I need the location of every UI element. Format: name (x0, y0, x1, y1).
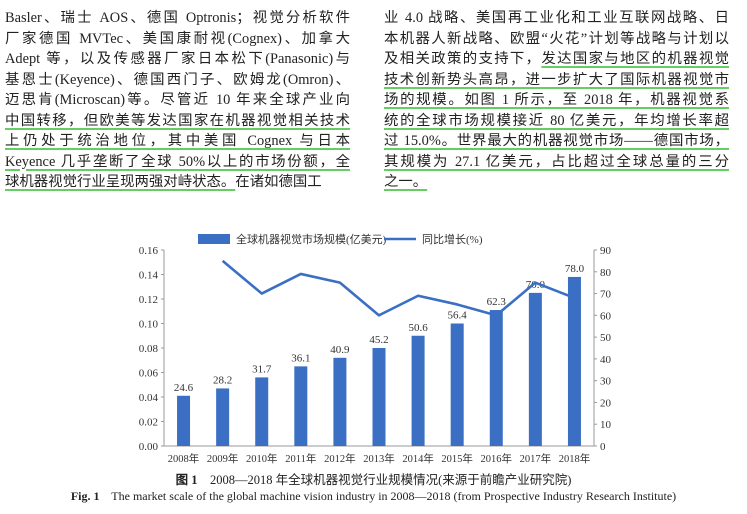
y-right-tick-label: 80 (600, 267, 612, 279)
x-tick-label: 2012年 (324, 452, 356, 465)
right-column-line: 业 4.0 战略、美国再工业化和工业互联网战略、日 (384, 10, 729, 26)
right-column-line: 场的规模。如图 1 所示，至 2018 年，机器视觉系 (384, 92, 729, 108)
y-right-tick-label: 50 (600, 332, 612, 344)
figure-label-en: Fig. 1 (70, 489, 100, 503)
left-column-line: 厂家德国 MVTec、美国康耐视(Cognex)、加拿大 (5, 30, 350, 47)
y-left-tick-label: 0.04 (139, 392, 159, 404)
bar (216, 388, 230, 446)
left-column-line: 中国转移，但欧美等发达国家在机器视觉相关技术 (5, 112, 350, 129)
bar-value-label: 40.9 (330, 344, 350, 356)
bar-value-label: 28.2 (213, 374, 232, 386)
y-left-tick-label: 0.02 (139, 417, 158, 429)
x-tick-label: 2018年 (559, 452, 591, 465)
bar-value-label: 50.6 (408, 322, 428, 334)
bar (372, 348, 386, 446)
figure-caption-en-text: The market scale of the global machine v… (111, 489, 677, 503)
bar-value-label: 56.4 (448, 310, 468, 322)
y-right-tick-label: 90 (600, 245, 612, 257)
growth-rate-line (221, 259, 575, 317)
y-left-tick-label: 0.08 (139, 343, 159, 355)
y-left-tick-label: 0.16 (139, 245, 159, 257)
chart-svg: 0.00 0.02 0.04 0.06 0.08 0.10 0.12 0.14 0.16 0 10 2… (139, 232, 612, 465)
right-column-line: 统的全球市场规模接近 80 亿美元，年均增长率超 (384, 112, 729, 129)
bar (567, 276, 581, 446)
figure-label-zh: 图 1 (175, 473, 198, 487)
right-text-column: 业 4.0 战略、美国再工业化和工业互联网战略、日 本机器人新战略、欧盟“火花”计… (384, 8, 729, 193)
figure-caption-zh-text: 2008—2018 年全球机器视觉行业规模情况(来源于前瞻产业研究院) (209, 473, 572, 487)
y-left-tick-label: 0.14 (139, 270, 159, 282)
left-column-line: 球机器视觉行业呈现两强对峙状态。在诸如德国工 (5, 174, 322, 190)
bar (489, 310, 503, 446)
y-left-tick-label: 0.00 (139, 441, 159, 453)
left-column-line: 上仍处于统治地位，其中美国 Cognex 与日本 (5, 133, 350, 149)
figure-caption-en: Fig. 1 The market scale of the global ma… (0, 489, 747, 504)
left-column-line: Adept 等，以及传感器厂家日本松下(Panasonic)与 (5, 51, 350, 67)
x-tick-label: 2010年 (246, 452, 278, 465)
y-left-tick-label: 0.06 (139, 368, 159, 380)
y-right-tick-label: 70 (600, 289, 612, 301)
right-column-line: 之一。 (384, 174, 428, 190)
x-tick-label: 2015年 (441, 452, 473, 465)
y-right-tick-label: 20 (600, 397, 612, 409)
x-tick-label: 2017年 (520, 452, 552, 465)
y-right-tick-label: 40 (600, 354, 612, 366)
y-right-tick-label: 10 (600, 419, 612, 431)
left-text-column: Basler、瑞士 AOS、德国 Optronis；视觉分析软件 厂家德国 MVT… (5, 8, 350, 193)
x-tick-label: 2016年 (481, 452, 512, 465)
bar (333, 357, 347, 446)
bar-value-label: 45.2 (369, 334, 388, 346)
x-tick-label: 2011年 (285, 452, 316, 465)
right-column-line: 技术创新势头高昂，进一步扩大了国际机器视觉市 (384, 71, 729, 88)
bar-value-label: 24.6 (174, 382, 194, 394)
y-left-tick-label: 0.12 (139, 294, 158, 306)
x-tick-label: 2009年 (207, 452, 239, 465)
bar-value-label: 31.7 (252, 363, 272, 375)
bar (450, 323, 464, 446)
y-right-tick-label: 0 (600, 441, 606, 453)
market-scale-chart: 0.00 0.02 0.04 0.06 0.08 0.10 0.12 0.14 0.16 0 10 2… (122, 228, 642, 468)
bar-value-label: 62.3 (487, 296, 507, 308)
x-tick-label: 2014年 (402, 452, 434, 465)
bar (294, 366, 308, 446)
bar (411, 335, 425, 446)
y-left-tick-label: 0.10 (139, 319, 159, 331)
left-column-line: Basler、瑞士 AOS、德国 Optronis；视觉分析软件 (5, 10, 350, 26)
figure-caption-zh: 图 1 2008—2018 年全球机器视觉行业规模情况(来源于前瞻产业研究院) (0, 469, 747, 488)
bar-value-label: 78.0 (565, 263, 585, 275)
bar-value-label: 36.1 (291, 352, 310, 364)
x-tick-label: 2013年 (363, 452, 395, 465)
y-right-tick-label: 30 (600, 376, 612, 388)
legend-bar-label: 全球机器视觉市场规模(亿美元) (236, 232, 387, 246)
left-column-line: 基恩士(Keyence)、德国西门子、欧姆龙(Omron)、 (5, 71, 350, 88)
right-column-line: 过 15.0%。世界最大的机器视觉市场——德国市场， (384, 133, 729, 149)
left-column-line: Keyence 几乎垄断了全球 50%以上的市场份额，全 (5, 153, 350, 170)
left-column-line: 迈思肯(Microscan)等。尽管近 10 年来全球产业向 (5, 92, 350, 108)
legend-line-label: 同比增长(%) (422, 232, 483, 246)
right-column-line: 本机器人新战略、欧盟“火花”计划等战略与计划以 (384, 30, 729, 47)
bar (177, 395, 191, 446)
x-tick-label: 2008年 (168, 452, 200, 465)
bar (528, 292, 542, 446)
right-column-line: 及相关政策的支持下，发达国家与地区的机器视觉 (384, 51, 729, 67)
y-right-tick-label: 60 (600, 310, 612, 322)
legend-bar-swatch (198, 234, 230, 244)
right-column-line: 其规模为 27.1 亿美元，占比超过全球总量的三分 (384, 153, 729, 170)
bar (255, 377, 269, 446)
